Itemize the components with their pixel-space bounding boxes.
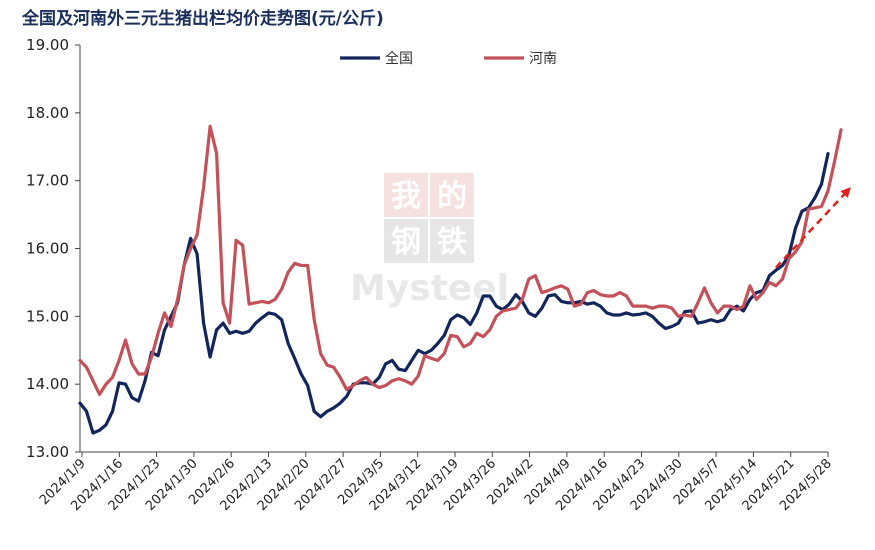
y-tick-label: 13.00 (26, 443, 69, 461)
series-line-0 (78, 151, 830, 435)
y-axis: 19.00 18.00 17.00 16.00 15.00 14.00 13.00 (26, 36, 81, 461)
y-tick-label: 18.00 (26, 104, 69, 122)
mysteel-watermark-logo: 我 的 钢 铁 Mysteel (350, 173, 509, 309)
legend: 全国 河南 (340, 50, 557, 67)
y-tick-label: 14.00 (26, 375, 69, 393)
series-line-1 (78, 124, 843, 396)
y-tick-label: 15.00 (26, 307, 69, 325)
trend-arrow-annotation (775, 187, 851, 269)
series-layer (78, 124, 843, 435)
svg-text:铁: 铁 (437, 225, 467, 260)
x-axis: 2024/1/92024/1/162024/1/232024/1/302024/… (37, 451, 835, 514)
svg-text:我: 我 (391, 179, 421, 214)
y-tick-label: 17.00 (26, 172, 69, 190)
annotation-layer (775, 187, 851, 269)
y-tick-label: 16.00 (26, 240, 69, 258)
y-tick-label: 19.00 (26, 36, 69, 54)
legend-label: 河南 (529, 51, 557, 67)
chart-title: 全国及河南外三元生猪出栏均价走势图(元/公斤) (21, 8, 384, 29)
svg-text:钢: 钢 (391, 225, 421, 260)
svg-text:Mysteel: Mysteel (350, 268, 509, 309)
legend-label: 全国 (385, 50, 413, 67)
svg-text:的: 的 (437, 179, 467, 214)
